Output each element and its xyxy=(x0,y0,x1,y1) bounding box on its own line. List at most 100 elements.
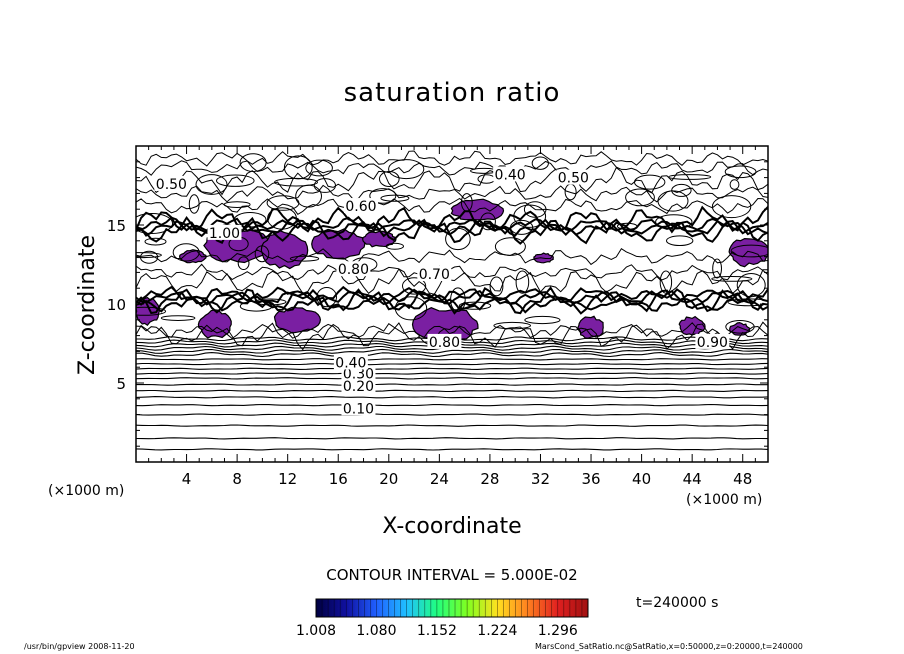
contour-label: 0.90 xyxy=(697,335,728,351)
contour-loop xyxy=(625,188,655,207)
contour-loop xyxy=(254,298,287,306)
saturated-region xyxy=(203,226,271,264)
contour-line xyxy=(136,367,768,370)
contour-loop xyxy=(445,227,471,251)
contour-loop xyxy=(564,183,577,201)
colorbar xyxy=(315,598,589,618)
x-tick-label: 4 xyxy=(182,470,192,488)
contour-loop xyxy=(712,258,722,279)
contour-line xyxy=(136,205,768,234)
x-tick-label: 28 xyxy=(480,470,499,488)
contour-label: 0.30 xyxy=(343,367,374,383)
contour-loop xyxy=(379,171,400,187)
saturated-region xyxy=(197,309,232,339)
contour-loop xyxy=(729,179,740,190)
contour-loop xyxy=(668,174,712,180)
x-tick-label: 16 xyxy=(329,470,348,488)
contour-loop xyxy=(655,214,693,230)
contour-label: 0.80 xyxy=(338,262,369,278)
contour-label: 0.40 xyxy=(335,355,366,371)
contour-loop xyxy=(494,237,526,256)
contour-label-bg xyxy=(341,378,376,394)
contour-line xyxy=(136,216,768,235)
contour-loop xyxy=(289,255,320,262)
time-label: t=240000 s xyxy=(636,595,719,611)
contour-loop xyxy=(480,212,496,231)
contour-line xyxy=(136,268,768,295)
contour-loop xyxy=(458,301,492,310)
contour-line xyxy=(136,403,768,407)
contour-label-bg xyxy=(417,265,452,281)
contour-line xyxy=(136,184,768,203)
contour-line xyxy=(136,215,768,245)
contour-line xyxy=(136,166,768,196)
contour-line xyxy=(136,383,768,386)
contour-loop xyxy=(305,159,333,177)
colorbar-tick-label: 1.008 xyxy=(296,623,336,639)
contour-label-bg xyxy=(493,166,528,182)
contour-label-bg xyxy=(341,400,376,416)
contour-loop xyxy=(460,193,473,212)
contour-loop xyxy=(295,184,323,208)
contour-loop xyxy=(736,273,766,298)
footer-program-date: /usr/bin/gpview 2008-11-20 xyxy=(24,642,135,651)
y-axis-label: Z-coordinate xyxy=(75,235,100,375)
saturated-region xyxy=(729,321,751,336)
contour-label-bg xyxy=(333,354,368,370)
saturated-region xyxy=(411,307,479,343)
contour-label-bg xyxy=(154,175,189,191)
contour-loop xyxy=(711,276,753,282)
contour-line xyxy=(136,362,768,366)
contour-label-bg xyxy=(341,365,376,381)
contour-label: 0.60 xyxy=(345,199,376,215)
x-tick-label: 36 xyxy=(581,470,600,488)
footer-data-source: MarsCond_SatRatio.nc@SatRatio,x=0:50000,… xyxy=(535,642,803,651)
saturated-region xyxy=(577,315,604,339)
saturated-region xyxy=(273,306,322,334)
contour-interval-label: CONTOUR INTERVAL = 5.000E-02 xyxy=(326,566,578,584)
contour-line xyxy=(136,197,768,215)
contour-label: 0.10 xyxy=(343,401,374,417)
saturated-region xyxy=(260,229,309,270)
contour-line xyxy=(136,321,768,351)
contour-label-bg xyxy=(343,198,378,214)
contour-label-bg xyxy=(695,333,730,349)
contour-label: 0.80 xyxy=(429,335,460,351)
contour-loop xyxy=(239,153,267,173)
contour-line xyxy=(136,322,768,340)
contour-loop xyxy=(634,174,666,190)
contour-line xyxy=(136,372,768,375)
contour-label: 0.50 xyxy=(156,177,187,193)
x-tick-label: 48 xyxy=(733,470,752,488)
colorbar-tick-label: 1.080 xyxy=(356,623,396,639)
x-axis-label: X-coordinate xyxy=(382,514,522,539)
contour-line xyxy=(136,160,768,176)
contour-loop xyxy=(239,300,273,312)
colorbar-tick-label: 1.224 xyxy=(477,623,517,639)
saturated-region xyxy=(678,315,706,336)
contour-line xyxy=(136,413,768,416)
contour-loop xyxy=(160,315,196,322)
contour-line xyxy=(136,345,768,351)
saturated-region xyxy=(533,252,554,264)
x-tick-label: 12 xyxy=(278,470,297,488)
contour-loop xyxy=(195,174,228,195)
contour-line xyxy=(136,339,768,345)
saturated-region xyxy=(311,228,366,260)
contour-loop xyxy=(136,252,162,259)
contour-loop xyxy=(659,270,673,294)
contour-label: 0.50 xyxy=(558,171,589,187)
contour-line xyxy=(136,377,768,380)
contour-line xyxy=(136,218,768,238)
x-tick-label: 40 xyxy=(632,470,651,488)
contour-line xyxy=(136,352,768,358)
contour-loop xyxy=(724,165,757,179)
y-tick-label: 10 xyxy=(107,296,126,314)
contour-loop xyxy=(671,183,692,197)
contour-label: 0.40 xyxy=(495,167,526,183)
contour-loop xyxy=(188,194,200,214)
contour-loop xyxy=(380,194,410,202)
contour-loop xyxy=(666,235,694,246)
contour-loop xyxy=(351,257,378,272)
